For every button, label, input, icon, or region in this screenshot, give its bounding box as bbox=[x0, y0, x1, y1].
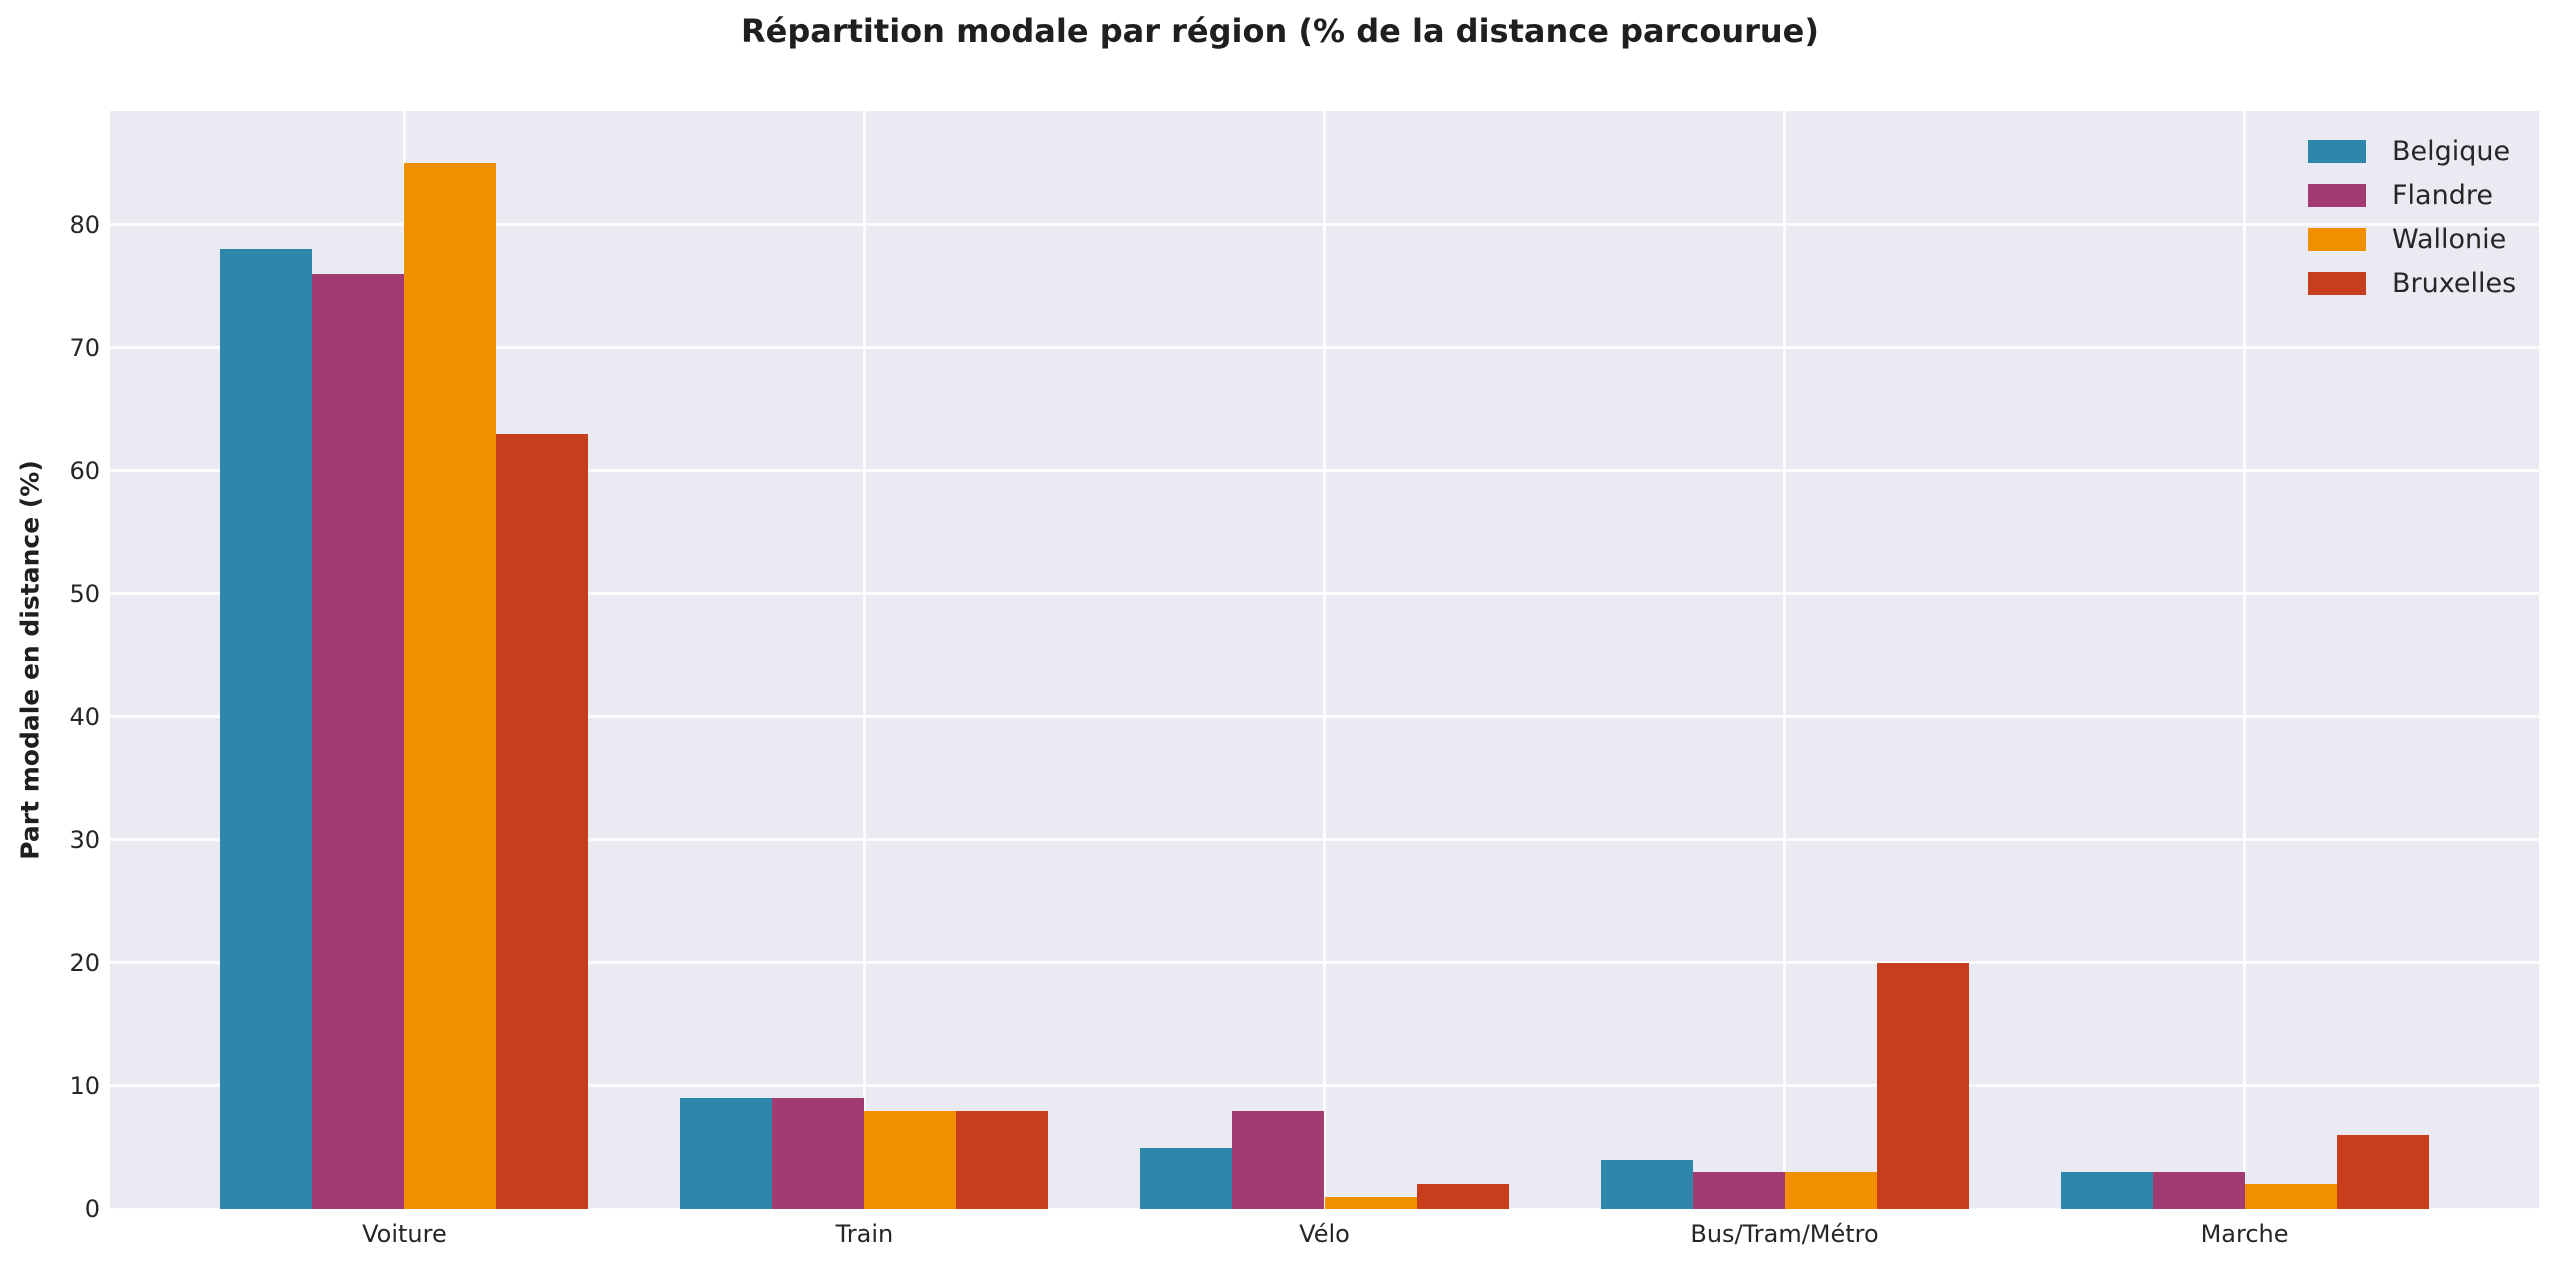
bar-wallonie-voiture bbox=[404, 163, 497, 1209]
v-gridline bbox=[1783, 111, 1787, 1209]
v-gridline bbox=[1323, 111, 1326, 1209]
y-tick-label: 60 bbox=[69, 456, 100, 485]
bar-flandre-train bbox=[772, 1098, 865, 1209]
chart-title: Répartition modale par région (% de la d… bbox=[741, 12, 1819, 50]
y-tick-label: 40 bbox=[69, 702, 100, 731]
bar-belgique-marche bbox=[2060, 1172, 2153, 1209]
bar-bruxelles-bus-tram-metro bbox=[1876, 962, 1969, 1209]
bar-wallonie-velo bbox=[1324, 1196, 1417, 1209]
bar-bruxelles-train bbox=[956, 1110, 1049, 1209]
h-gridline bbox=[110, 1207, 2539, 1211]
legend-item-bruxelles: Bruxelles bbox=[2308, 261, 2516, 305]
legend-swatch-bruxelles bbox=[2308, 271, 2366, 295]
bar-wallonie-train bbox=[864, 1110, 957, 1209]
y-tick-label: 70 bbox=[69, 333, 100, 362]
y-tick-label: 30 bbox=[69, 825, 100, 854]
v-gridline bbox=[862, 111, 866, 1209]
legend-label-flandre: Flandre bbox=[2392, 179, 2493, 211]
bar-flandre-marche bbox=[2152, 1172, 2245, 1209]
legend: Belgique Flandre Wallonie Bruxelles bbox=[2308, 129, 2516, 305]
bar-flandre-voiture bbox=[312, 274, 405, 1209]
legend-swatch-flandre bbox=[2308, 183, 2366, 207]
v-gridline bbox=[2243, 111, 2247, 1209]
legend-label-belgique: Belgique bbox=[2392, 135, 2511, 167]
bar-flandre-velo bbox=[1232, 1110, 1325, 1209]
bar-bruxelles-marche bbox=[2336, 1135, 2429, 1209]
y-tick-label: 50 bbox=[69, 579, 100, 608]
legend-label-wallonie: Wallonie bbox=[2392, 223, 2507, 255]
legend-swatch-wallonie bbox=[2308, 227, 2366, 251]
bar-wallonie-marche bbox=[2244, 1184, 2337, 1209]
x-tick-label-voiture: Voiture bbox=[362, 1220, 447, 1248]
y-tick-label: 80 bbox=[69, 210, 100, 239]
plot-area bbox=[110, 111, 2539, 1211]
x-tick-label-train: Train bbox=[835, 1220, 894, 1248]
y-axis-label: Part modale en distance (%) bbox=[15, 460, 45, 860]
bar-wallonie-bus-tram-metro bbox=[1784, 1172, 1877, 1209]
bar-bruxelles-voiture bbox=[496, 433, 589, 1209]
y-tick-label: 10 bbox=[69, 1071, 100, 1100]
x-tick-label-velo: Vélo bbox=[1299, 1220, 1350, 1248]
bar-bruxelles-velo bbox=[1416, 1184, 1509, 1209]
y-tick-label: 0 bbox=[84, 1195, 100, 1223]
x-tick-label-bus-tram-metro: Bus/Tram/Métro bbox=[1690, 1220, 1879, 1248]
legend-item-wallonie: Wallonie bbox=[2308, 217, 2516, 261]
legend-swatch-belgique bbox=[2308, 139, 2366, 163]
bar-belgique-bus-tram-metro bbox=[1600, 1159, 1693, 1209]
bar-belgique-train bbox=[680, 1098, 773, 1209]
x-tick-label-marche: Marche bbox=[2200, 1220, 2289, 1248]
legend-item-flandre: Flandre bbox=[2308, 173, 2516, 217]
y-tick-label: 20 bbox=[69, 948, 100, 977]
bar-flandre-bus-tram-metro bbox=[1692, 1172, 1785, 1209]
bar-belgique-voiture bbox=[220, 249, 313, 1209]
bar-belgique-velo bbox=[1140, 1147, 1233, 1209]
legend-label-bruxelles: Bruxelles bbox=[2392, 267, 2517, 299]
legend-item-belgique: Belgique bbox=[2308, 129, 2516, 173]
